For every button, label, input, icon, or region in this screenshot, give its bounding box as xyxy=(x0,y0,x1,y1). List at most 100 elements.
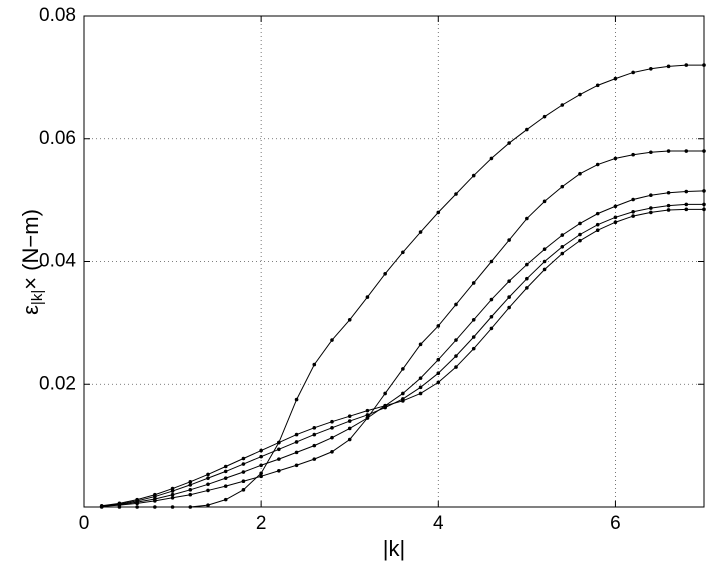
point-marker xyxy=(330,338,334,342)
point-marker xyxy=(595,162,600,167)
point-marker xyxy=(347,318,352,322)
point-marker xyxy=(188,488,193,492)
point-marker xyxy=(259,471,263,476)
point-marker xyxy=(223,476,228,480)
point-marker xyxy=(542,199,547,204)
point-marker xyxy=(418,385,423,390)
point-marker xyxy=(188,483,193,487)
point-marker xyxy=(684,207,689,212)
point-marker xyxy=(542,247,547,252)
point-marker xyxy=(542,267,547,272)
point-marker xyxy=(365,413,370,417)
y-axis-label: ε|k|× (N−m) xyxy=(18,209,46,315)
point-marker xyxy=(347,414,352,418)
point-marker xyxy=(613,220,618,225)
point-marker xyxy=(649,210,653,215)
point-marker xyxy=(489,297,494,302)
point-marker xyxy=(401,367,405,371)
point-marker xyxy=(365,408,370,413)
point-marker xyxy=(684,189,689,194)
point-marker xyxy=(613,204,618,209)
point-marker xyxy=(578,238,582,243)
point-marker xyxy=(489,314,494,319)
point-marker xyxy=(277,440,281,445)
point-marker xyxy=(631,214,635,218)
point-marker xyxy=(312,443,317,448)
lines xyxy=(99,63,706,509)
point-marker xyxy=(613,215,618,220)
point-marker xyxy=(206,503,210,507)
point-marker xyxy=(525,262,529,267)
y-label-rest: × (N−m) xyxy=(18,209,43,290)
point-marker xyxy=(666,203,671,208)
point-marker xyxy=(454,354,458,358)
point-marker xyxy=(684,149,689,153)
point-marker xyxy=(649,206,653,210)
point-marker xyxy=(489,259,494,264)
point-marker xyxy=(684,63,689,67)
point-marker xyxy=(525,216,529,221)
point-marker xyxy=(277,447,281,452)
point-marker xyxy=(489,326,494,331)
point-marker xyxy=(542,114,547,119)
point-marker xyxy=(294,440,299,444)
point-marker xyxy=(560,184,565,189)
point-marker xyxy=(241,470,246,474)
point-marker xyxy=(347,419,352,423)
point-marker xyxy=(383,403,387,408)
point-marker xyxy=(578,221,582,226)
point-marker xyxy=(312,457,317,461)
point-marker xyxy=(188,492,193,497)
point-marker xyxy=(294,397,299,402)
point-marker xyxy=(259,474,263,479)
point-marker xyxy=(613,76,618,81)
point-marker xyxy=(206,482,210,487)
point-marker xyxy=(560,251,565,256)
point-marker xyxy=(418,391,423,396)
point-marker xyxy=(277,468,281,473)
point-marker xyxy=(365,416,370,420)
point-marker xyxy=(649,193,653,198)
point-marker xyxy=(206,476,210,480)
point-marker xyxy=(259,454,263,459)
point-marker xyxy=(418,376,423,380)
point-marker xyxy=(560,244,565,249)
point-marker xyxy=(631,209,635,214)
point-marker xyxy=(525,127,529,132)
point-marker xyxy=(223,464,228,469)
point-marker xyxy=(454,365,458,369)
point-marker xyxy=(294,463,299,468)
point-marker xyxy=(330,449,334,454)
y-tick-label: 0.08 xyxy=(39,5,76,26)
point-marker xyxy=(259,448,263,453)
point-marker xyxy=(436,371,441,376)
point-marker xyxy=(507,141,511,145)
point-marker xyxy=(666,208,671,212)
point-marker xyxy=(631,152,635,157)
point-marker xyxy=(649,150,653,155)
x-tick-label: 0 xyxy=(79,513,90,534)
y-tick-label: 0.06 xyxy=(39,128,76,149)
point-marker xyxy=(525,286,529,290)
y-label-base: ε xyxy=(18,305,43,315)
point-marker xyxy=(365,295,370,299)
point-marker xyxy=(223,497,228,502)
point-marker xyxy=(401,399,405,403)
point-marker xyxy=(330,426,334,430)
point-marker xyxy=(383,391,387,396)
point-marker xyxy=(649,66,653,71)
point-marker xyxy=(454,302,458,307)
point-marker xyxy=(436,324,441,328)
point-marker xyxy=(560,103,565,107)
point-marker xyxy=(312,362,317,367)
point-marker xyxy=(312,426,317,430)
point-marker xyxy=(666,149,671,153)
y-tick-label: 0.04 xyxy=(39,251,76,272)
point-marker xyxy=(401,391,405,396)
point-marker xyxy=(631,70,635,75)
point-marker xyxy=(401,250,405,255)
point-marker xyxy=(135,497,139,502)
point-marker xyxy=(383,271,387,276)
x-tick-label: 4 xyxy=(433,513,444,534)
x-tick-label: 2 xyxy=(256,513,267,534)
